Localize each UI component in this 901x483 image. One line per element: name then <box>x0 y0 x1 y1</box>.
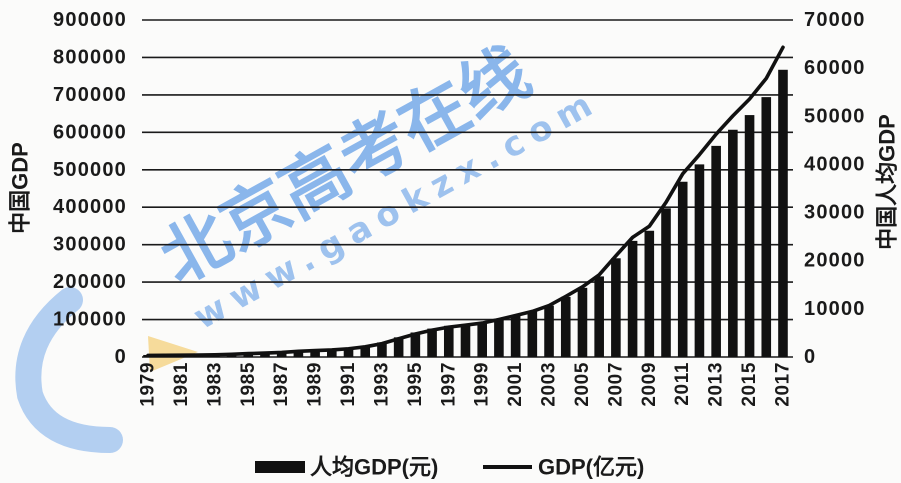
legend-label-gdp: GDP(亿元) <box>538 455 644 480</box>
left-tick-label: 100000 <box>53 309 127 331</box>
bar-2005 <box>577 287 588 357</box>
left-tick-label: 900000 <box>53 9 127 31</box>
x-tick-label: 1999 <box>472 362 493 407</box>
bar-2004 <box>560 296 571 357</box>
bar-2002 <box>527 311 538 357</box>
bar-1998 <box>460 323 471 357</box>
left-tick-label: 0 <box>115 346 127 368</box>
x-tick-label: 1987 <box>271 362 292 407</box>
x-tick-label: 2005 <box>572 362 593 407</box>
right-tick-label: 0 <box>804 346 816 368</box>
bar-2008 <box>627 240 638 357</box>
x-tick-label: 1997 <box>438 362 459 407</box>
x-tick-label: 2011 <box>672 362 693 406</box>
legend-item-per-capita-gdp: 人均GDP(元) <box>255 455 438 480</box>
bar-1991 <box>343 347 354 357</box>
legend-item-gdp: GDP(亿元) <box>483 455 644 480</box>
left-tick-label: 200000 <box>53 271 127 293</box>
x-tick-label: 1995 <box>405 362 426 407</box>
bar-1988 <box>293 350 304 357</box>
left-axis-title: 中国GDP <box>8 142 33 234</box>
bar-2007 <box>611 258 621 357</box>
x-tick-label: 2013 <box>706 362 727 407</box>
bar-2012 <box>694 164 705 357</box>
legend: 人均GDP(元) GDP(亿元) <box>255 455 644 480</box>
bar-1994 <box>393 337 404 357</box>
bar-2015 <box>744 115 755 357</box>
bar-2003 <box>544 305 554 357</box>
x-tick-label: 2009 <box>639 362 660 407</box>
left-tick-label: 600000 <box>53 121 127 143</box>
x-tick-label: 2007 <box>605 362 626 407</box>
watermark-logo-arc <box>15 287 123 453</box>
bar-2009 <box>644 230 655 357</box>
bar-1997 <box>443 325 454 357</box>
x-axis: 1979 1981 1983 1985 1987 1989 1991 1993 1995 1997… <box>138 362 794 407</box>
bar-1993 <box>377 342 387 357</box>
bar-2017 <box>778 69 788 357</box>
left-tick-label: 800000 <box>53 46 127 68</box>
x-tick-label: 1993 <box>371 362 392 407</box>
right-y-axis: 0 10000 20000 30000 40000 50000 60000 70000 <box>804 9 866 368</box>
right-tick-label: 70000 <box>804 9 866 31</box>
legend-swatch-bar <box>255 461 305 473</box>
bar-2016 <box>761 97 772 358</box>
x-tick-label: 2017 <box>772 362 793 407</box>
bar-1999 <box>477 322 487 357</box>
x-tick-label: 1981 <box>171 362 192 407</box>
bar-1992 <box>360 345 371 357</box>
legend-label-per-capita-gdp: 人均GDP(元) <box>310 455 438 480</box>
left-tick-label: 500000 <box>53 159 127 181</box>
line-series-gdp <box>146 45 785 358</box>
x-tick-label: 1983 <box>204 362 225 407</box>
x-tick-label: 1979 <box>138 362 159 407</box>
bar-2011 <box>677 181 688 357</box>
right-tick-label: 20000 <box>804 250 866 272</box>
bar-1990 <box>327 348 337 357</box>
x-tick-label: 2001 <box>505 362 526 407</box>
right-axis-title: 中国人均GDP <box>875 114 900 250</box>
right-tick-label: 60000 <box>804 57 866 79</box>
x-tick-label: 2003 <box>539 362 560 407</box>
right-tick-label: 40000 <box>804 153 866 175</box>
bar-2001 <box>510 315 521 357</box>
left-y-axis: 0 100000 200000 300000 400000 500000 600000 700… <box>53 9 127 368</box>
right-tick-label: 30000 <box>804 202 866 224</box>
x-tick-label: 1985 <box>238 362 259 407</box>
bar-2010 <box>661 208 671 357</box>
bar-1995 <box>410 332 421 357</box>
bar-1996 <box>427 328 437 357</box>
bar-2014 <box>728 129 738 357</box>
bar-2000 <box>494 318 504 357</box>
x-tick-label: 2015 <box>739 362 760 407</box>
bar-2013 <box>711 145 721 357</box>
x-tick-label: 1991 <box>338 362 359 407</box>
left-tick-label: 400000 <box>53 196 127 218</box>
right-tick-label: 50000 <box>804 105 866 127</box>
left-tick-label: 700000 <box>53 84 127 106</box>
right-tick-label: 10000 <box>804 298 866 320</box>
bar-1987 <box>276 351 287 357</box>
left-tick-label: 300000 <box>53 234 127 256</box>
bar-series-per-capita-gdp <box>143 69 788 358</box>
bar-2006 <box>594 276 604 357</box>
bar-1989 <box>310 349 320 357</box>
x-tick-label: 1989 <box>305 362 326 407</box>
